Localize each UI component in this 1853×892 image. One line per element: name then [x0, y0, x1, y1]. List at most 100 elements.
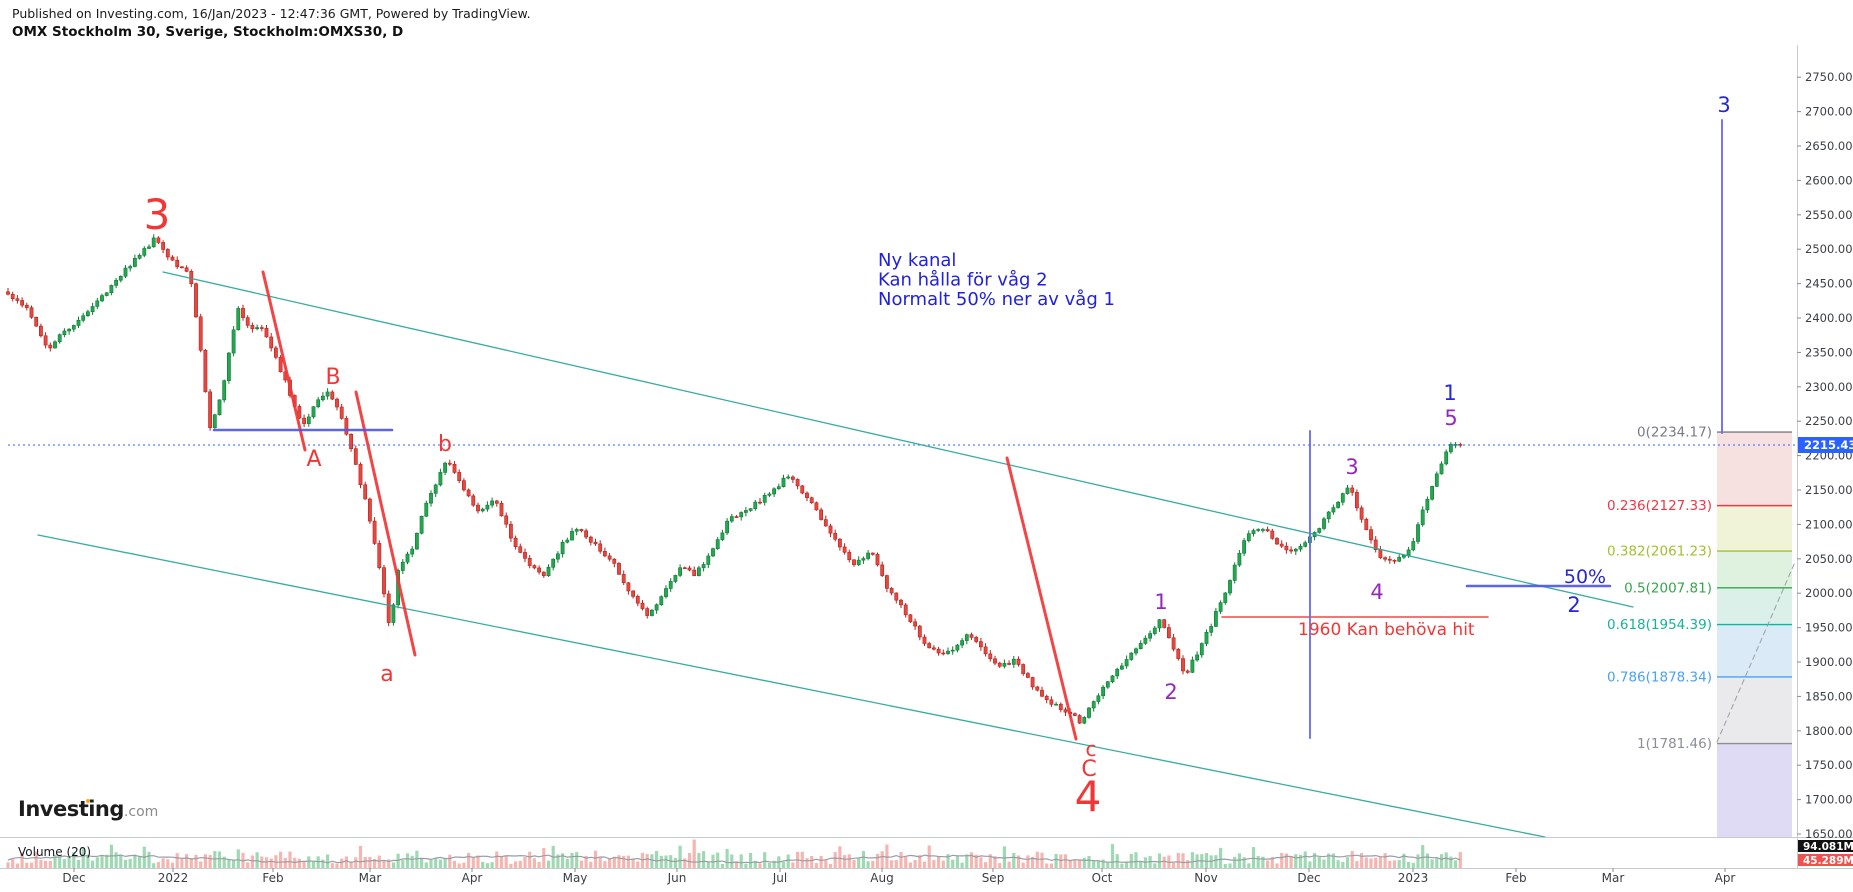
volume-bar: [993, 856, 997, 868]
volume-bar: [232, 859, 236, 868]
instrument-title: OMX Stockholm 30, Sverige, Stockholm:OMX…: [12, 24, 404, 40]
candle-body: [720, 532, 725, 540]
volume-ma-badge-value: 94.081M: [1803, 841, 1853, 853]
candle-body: [1214, 611, 1218, 627]
price-tick-label: 2300.00: [1805, 380, 1853, 394]
candle-body: [1444, 451, 1449, 465]
candle-body: [1228, 580, 1232, 594]
volume-bar: [1162, 856, 1166, 868]
candle-body: [546, 566, 551, 577]
candle-body: [180, 266, 184, 269]
price-tick-label: 2000.00: [1805, 586, 1853, 600]
candle-body: [1091, 701, 1096, 709]
volume-bar: [960, 862, 964, 868]
volume-bar: [781, 862, 786, 868]
volume-bar: [15, 863, 19, 868]
volume-bar: [720, 863, 724, 868]
candle-body: [165, 249, 170, 258]
candle-body: [866, 552, 871, 559]
volume-ma-badge: [1798, 840, 1853, 852]
volume-bar: [288, 851, 292, 868]
candle-body: [259, 327, 264, 329]
candle-body: [1223, 592, 1228, 603]
time-tick-label: 2023: [1398, 871, 1429, 885]
volume-bar: [758, 863, 762, 868]
time-tick-label: Nov: [1194, 871, 1217, 885]
fib-zone-0.236: [1717, 505, 1792, 552]
candle-body: [1002, 663, 1007, 667]
candle-body: [494, 500, 499, 504]
volume-bar: [631, 859, 635, 868]
price-tick-label: 2750.00: [1805, 70, 1853, 84]
volume-bar: [1327, 853, 1331, 868]
volume-bar: [86, 854, 90, 868]
volume-bar: [861, 851, 865, 868]
volume-bar: [34, 851, 38, 868]
candle-body: [128, 266, 133, 269]
volume-bar: [913, 860, 917, 868]
volume-bar: [1134, 852, 1138, 868]
time-tick-label: Mar: [359, 871, 382, 885]
candle-body: [1035, 686, 1040, 691]
candle-body: [1251, 530, 1256, 534]
candle-body: [424, 502, 429, 517]
candle-body: [809, 497, 814, 503]
volume-bar: [434, 858, 438, 868]
candle-body: [1392, 559, 1397, 562]
volume-bar: [1059, 854, 1063, 868]
volume-bar: [1242, 857, 1246, 868]
volume-bar: [673, 857, 677, 868]
volume-bar: [1223, 863, 1227, 868]
candle-body: [823, 519, 828, 527]
volume-bar: [1317, 857, 1321, 868]
volume-bar: [147, 851, 151, 868]
candle-body: [377, 543, 382, 568]
candle-body: [147, 246, 151, 249]
fib-label-0.236: 0.236(2127.33): [1607, 498, 1712, 514]
candle-body: [664, 588, 668, 597]
wave-label-B: B: [325, 365, 340, 390]
volume-bar: [1411, 862, 1415, 868]
volume-bar: [133, 854, 137, 868]
volume-bar: [1233, 856, 1237, 868]
candle-body: [570, 530, 574, 541]
volume-bar: [175, 853, 179, 868]
volume-bar: [692, 839, 696, 868]
volume-bar: [1449, 856, 1453, 868]
wave-label-1: 1: [1443, 381, 1456, 405]
candle-body: [109, 285, 114, 294]
candle-body: [1195, 654, 1200, 661]
candle-body: [1275, 538, 1279, 545]
volume-bar: [170, 862, 175, 868]
volume-bar: [899, 852, 903, 868]
candle-body: [908, 614, 913, 623]
volume-bar: [753, 860, 757, 868]
volume-bar: [321, 859, 325, 868]
candle-body: [800, 485, 805, 494]
candle-body: [861, 558, 866, 561]
time-tick-label: Sep: [982, 871, 1005, 885]
volume-bar: [1313, 852, 1317, 868]
candle-body: [884, 575, 889, 589]
candle-body: [1190, 659, 1195, 673]
candle-body: [917, 625, 922, 638]
candle-body: [1326, 511, 1331, 520]
price-axis: 2750.00 2700.00 2650.00 2600.00 2550.00 2500.…: [1797, 70, 1853, 841]
candle-body: [391, 604, 396, 623]
price-tick-label: 2150.00: [1805, 483, 1853, 497]
candle-body: [711, 548, 715, 557]
volume-bar: [53, 854, 57, 868]
candle-body: [151, 237, 156, 248]
volume-bar: [100, 855, 104, 868]
candle-body: [1425, 498, 1430, 511]
volume-bar: [1031, 856, 1035, 868]
candle-body: [551, 558, 556, 568]
candle-body: [476, 504, 480, 512]
volume-bar: [1388, 860, 1392, 868]
volume-bar: [1397, 860, 1401, 868]
drawing-lines: [37, 119, 1796, 838]
candle-body: [161, 242, 166, 250]
volume-bar: [838, 846, 842, 868]
candle-body: [518, 546, 523, 553]
candle-body: [565, 539, 570, 543]
